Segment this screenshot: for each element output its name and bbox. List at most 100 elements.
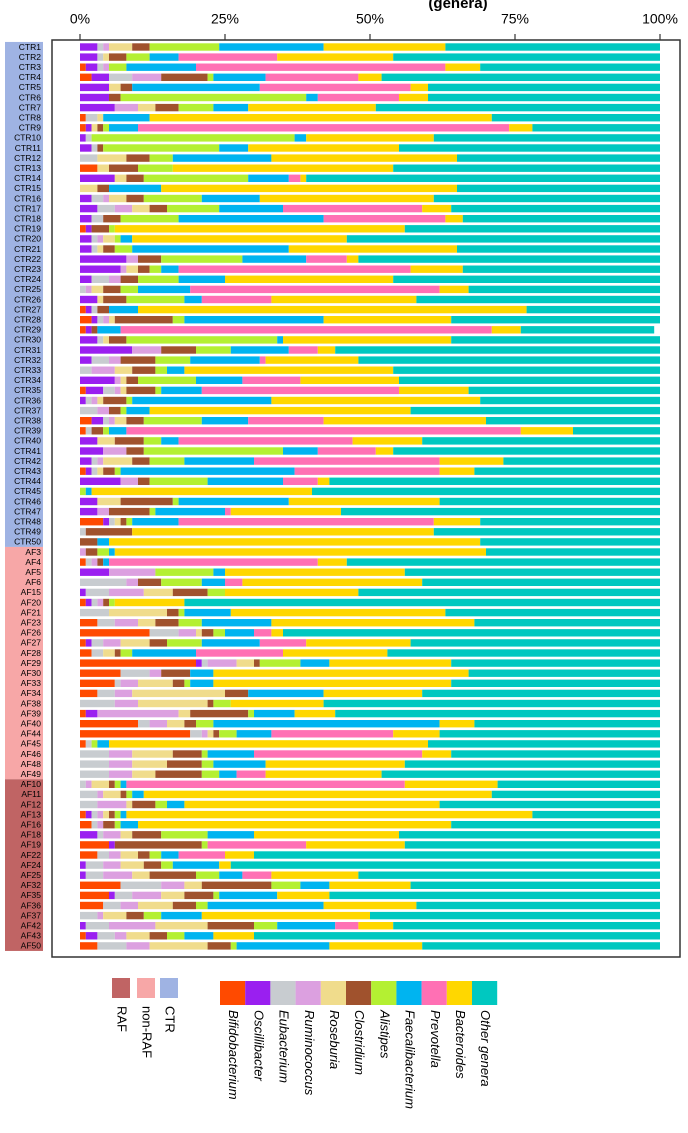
y-tick-label: CTR43 — [14, 466, 41, 476]
y-tick-label: CTR4 — [19, 72, 41, 82]
bar-segment — [306, 174, 660, 182]
bar-segment — [80, 336, 98, 344]
bar-segment — [80, 356, 92, 364]
bar-segment — [167, 366, 185, 374]
bar-segment — [404, 225, 660, 233]
bar-segment — [97, 124, 104, 132]
y-tick-label: AF50 — [21, 941, 42, 951]
bar-segment — [207, 73, 214, 81]
bar-segment — [341, 507, 660, 516]
bar-segment — [335, 346, 660, 354]
bar-segment — [317, 447, 376, 455]
bar-segment — [126, 265, 138, 273]
bar-segment — [126, 336, 278, 344]
y-tick-label: AF34 — [21, 688, 42, 698]
bar-segment — [532, 810, 660, 819]
bar-segment — [109, 73, 133, 81]
bar-segment — [91, 356, 109, 364]
bar-segment — [80, 821, 92, 829]
bar-segment — [433, 194, 660, 203]
bar-segment — [172, 679, 185, 687]
bar-segment — [491, 114, 660, 122]
bar-segment — [138, 851, 150, 859]
bar-segment — [196, 901, 208, 910]
bar-segment — [149, 669, 162, 677]
bar-segment — [97, 507, 109, 516]
bar-segment — [201, 841, 208, 849]
bar-segment — [201, 770, 220, 778]
bar-segment — [149, 406, 411, 415]
bar-segment — [103, 63, 109, 71]
y-tick-label: AF36 — [21, 900, 42, 910]
bar-segment — [80, 437, 98, 445]
bar-segment — [294, 134, 307, 142]
bar-segment — [97, 114, 104, 122]
bar-segment — [138, 699, 208, 708]
bar-segment — [248, 417, 324, 425]
bar-segment — [97, 538, 109, 546]
bar-segment — [201, 295, 272, 304]
bar-segment — [91, 639, 104, 647]
y-tick-label: CTR6 — [19, 92, 41, 102]
x-tick-label: 25% — [211, 11, 239, 27]
bar-segment — [80, 255, 127, 263]
bar-segment — [132, 871, 150, 879]
bar-segment — [132, 891, 162, 900]
legend-label: Eubacterium — [277, 1010, 292, 1083]
bar-segment — [97, 204, 115, 213]
bar-segment — [178, 851, 225, 859]
bar-segment — [254, 851, 660, 859]
bar-segment — [225, 507, 231, 516]
bar-segment — [80, 679, 115, 687]
bar-segment — [248, 689, 324, 698]
bar-segment — [103, 144, 220, 152]
y-tick-label: CTR49 — [14, 527, 41, 537]
bar-segment — [85, 740, 92, 748]
bar-segment — [329, 942, 423, 950]
bar-segment — [80, 608, 109, 617]
y-tick-label: AF25 — [21, 870, 42, 880]
bar-segment — [80, 649, 92, 657]
bar-segment — [149, 114, 492, 122]
bar-segment — [178, 518, 434, 526]
y-tick-label: CTR2 — [19, 52, 41, 62]
bar-segment — [109, 184, 162, 193]
legend-label: Bifidobacterium — [226, 1010, 241, 1100]
bar-segment — [532, 124, 660, 132]
bar-segment — [80, 285, 86, 294]
bar-segment — [80, 53, 98, 61]
bar-segment — [109, 841, 115, 849]
bar-segment — [114, 841, 202, 849]
bar-segment — [80, 93, 109, 102]
bar-segment — [132, 649, 196, 657]
bar-segment — [213, 103, 249, 112]
bar-segment — [109, 305, 138, 314]
bar-segment — [352, 437, 423, 445]
bar-segment — [167, 639, 202, 647]
bar-segment — [120, 639, 150, 647]
bar-segment — [393, 275, 660, 283]
bar-segment — [143, 447, 283, 455]
bar-segment — [404, 780, 498, 788]
bar-segment — [103, 558, 109, 566]
bar-segment — [97, 164, 109, 172]
bar-segment — [85, 487, 92, 496]
bar-segment — [109, 63, 127, 71]
bar-segment — [172, 750, 202, 758]
bar-segment — [294, 467, 440, 475]
bar-segment — [149, 53, 179, 61]
bar-segment — [346, 558, 660, 566]
y-tick-label: AF24 — [21, 860, 42, 870]
y-tick-label: CTR27 — [14, 304, 41, 314]
bar-segment — [184, 932, 214, 940]
bar-segment — [201, 730, 208, 738]
bar-segment — [143, 588, 173, 597]
bar-segment — [109, 406, 121, 415]
bar-segment — [480, 538, 660, 546]
y-tick-label: CTR28 — [14, 314, 41, 324]
bar-segment — [80, 497, 98, 506]
y-tick-label: AF43 — [21, 931, 42, 941]
bar-segment — [509, 124, 533, 132]
bar-segment — [103, 235, 115, 243]
bar-segment — [109, 538, 481, 546]
